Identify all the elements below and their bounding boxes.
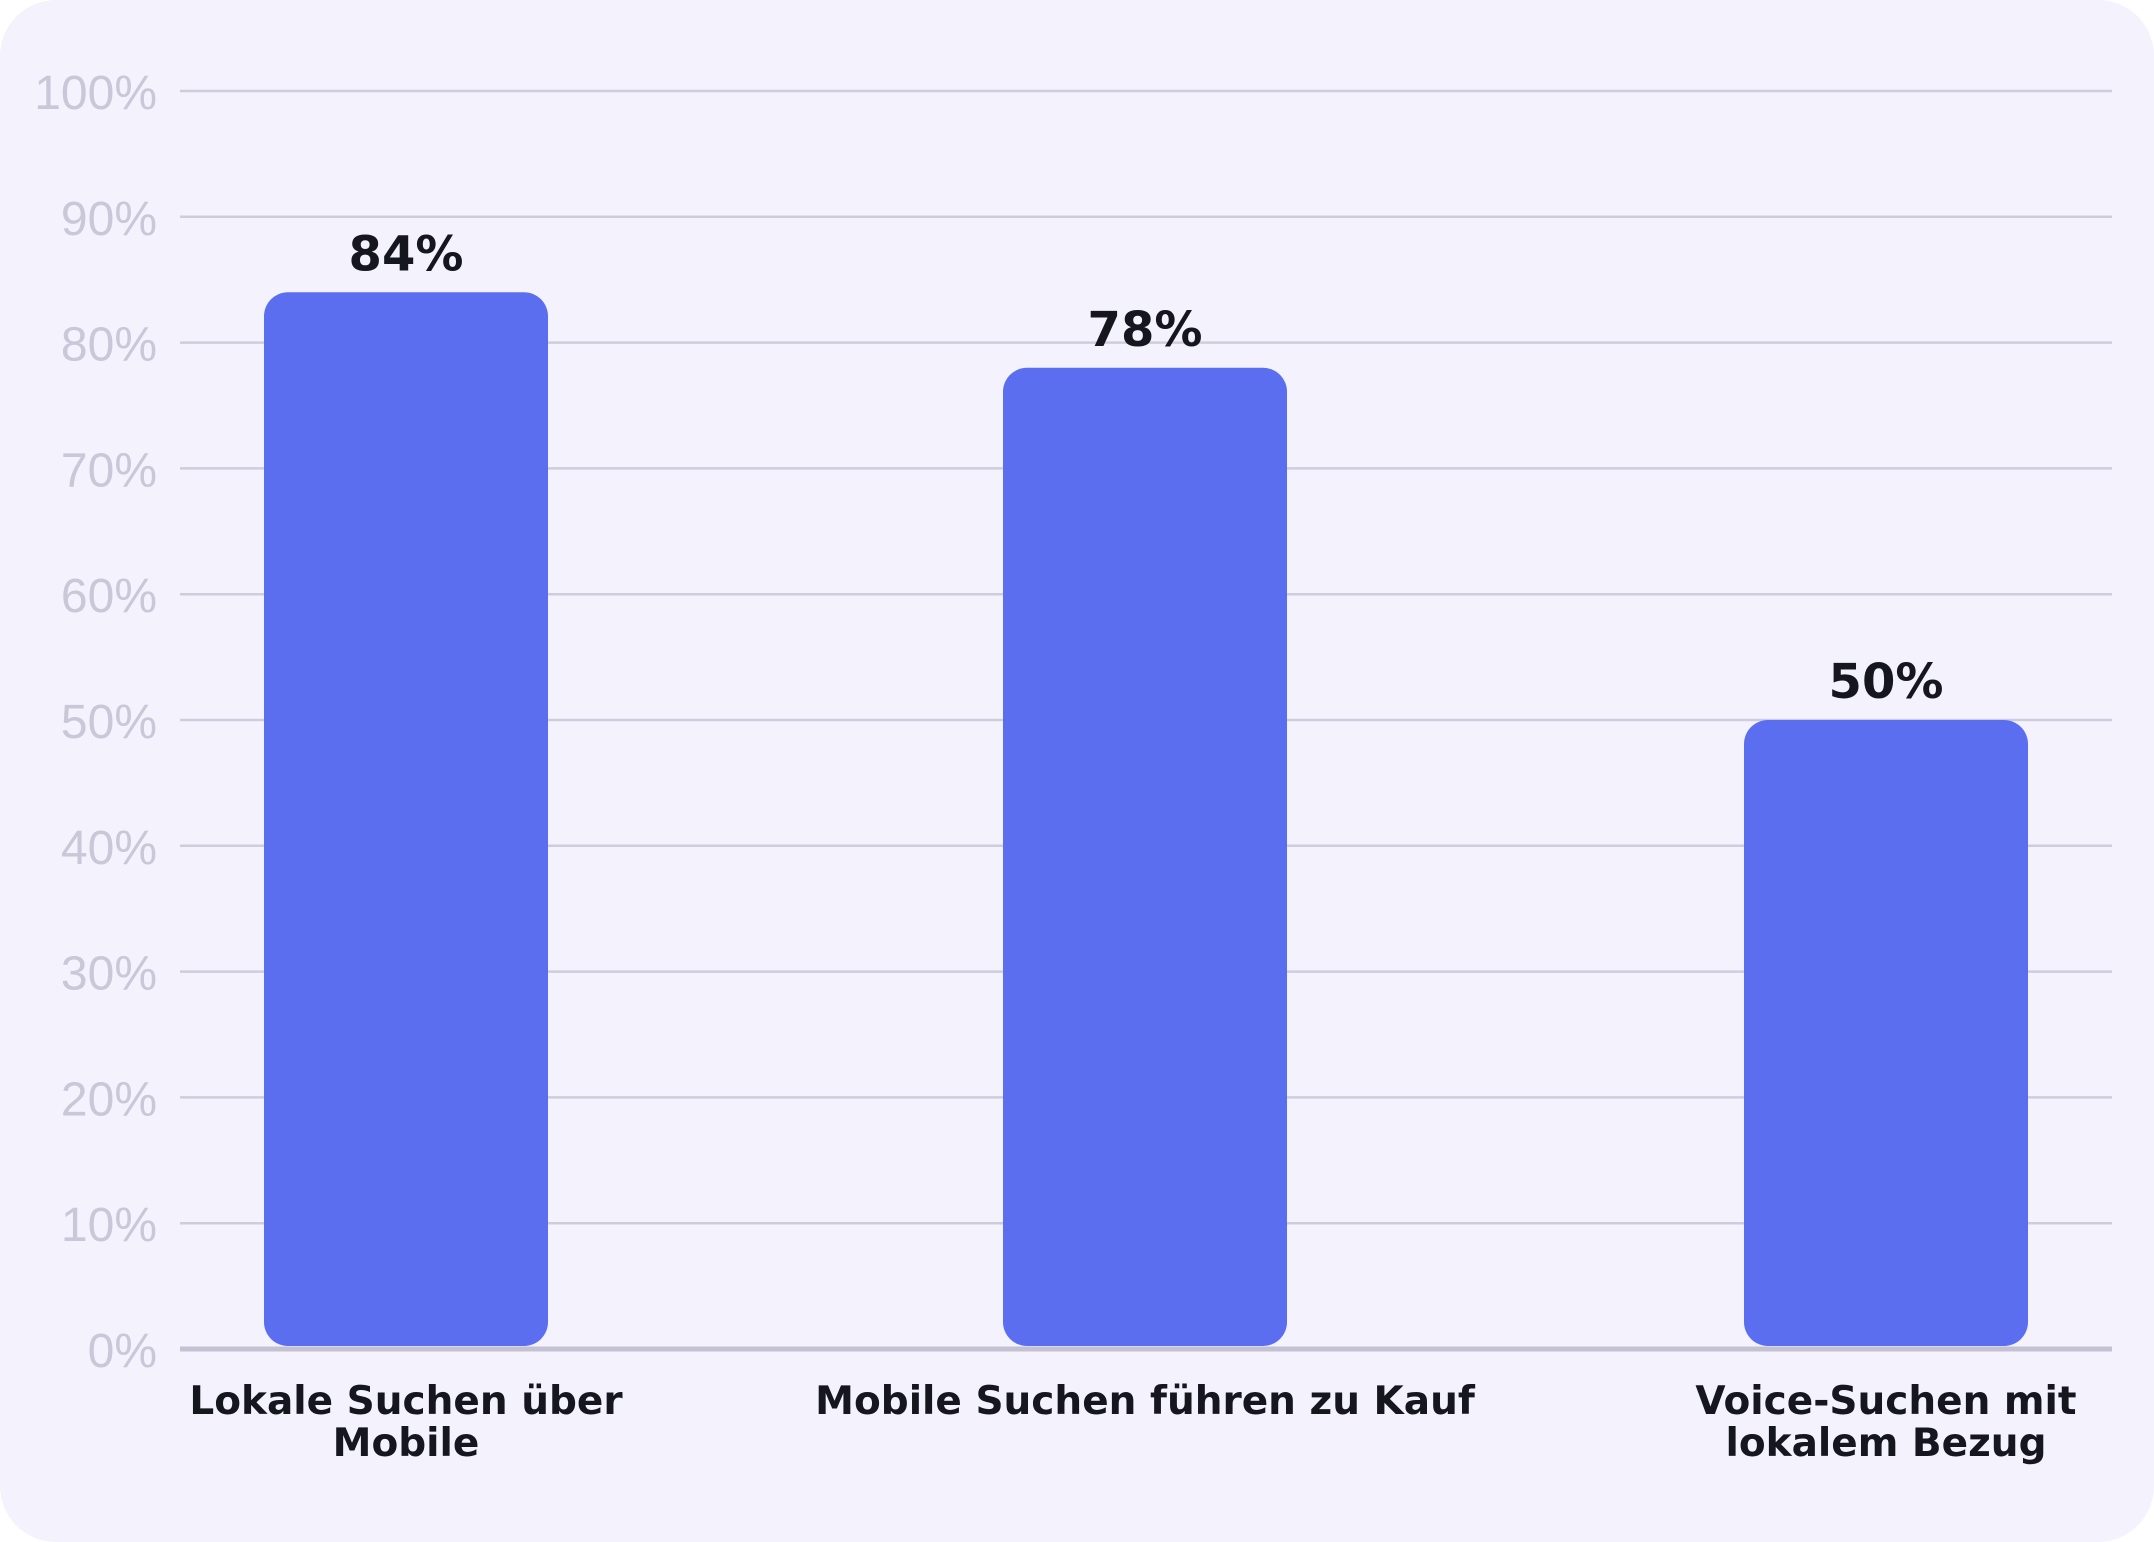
y-tick-label: 20% bbox=[61, 1073, 157, 1126]
y-tick-label: 0% bbox=[88, 1325, 157, 1378]
y-tick-label: 100% bbox=[34, 67, 157, 120]
bar-value-label: 78% bbox=[1088, 302, 1203, 358]
bar-value-label: 84% bbox=[349, 226, 464, 282]
y-tick-label: 60% bbox=[61, 570, 157, 623]
category-label: Voice-Suchen mit lokalem Bezug bbox=[1695, 1379, 2076, 1466]
y-tick-label: 80% bbox=[61, 319, 157, 372]
category-label-line: Mobile bbox=[333, 1421, 480, 1466]
category-label-line: lokalem Bezug bbox=[1725, 1421, 2046, 1466]
y-axis-tick-labels: 0% 10% 20% 30% 40% 50% 60% 70% 80% 90% 100% bbox=[34, 67, 157, 1378]
category-label-line: Voice-Suchen mit bbox=[1695, 1379, 2076, 1424]
bar-value-label: 50% bbox=[1829, 654, 1944, 710]
category-label: Mobile Suchen führen zu Kauf bbox=[815, 1379, 1476, 1424]
y-tick-label: 50% bbox=[61, 696, 157, 749]
bars bbox=[264, 292, 2028, 1346]
y-tick-label: 10% bbox=[61, 1199, 157, 1252]
y-tick-label: 90% bbox=[61, 193, 157, 246]
bar bbox=[1744, 720, 2028, 1346]
category-label-line: Lokale Suchen über bbox=[189, 1379, 623, 1424]
category-label-line: Mobile Suchen führen zu Kauf bbox=[815, 1379, 1476, 1424]
bar bbox=[264, 292, 548, 1346]
category-labels: Lokale Suchen über Mobile Mobile Suchen fü… bbox=[189, 1379, 2076, 1466]
category-label: Lokale Suchen über Mobile bbox=[189, 1379, 623, 1466]
y-tick-label: 70% bbox=[61, 444, 157, 497]
y-tick-label: 40% bbox=[61, 822, 157, 875]
bar-value-labels: 84% 78% 50% bbox=[349, 226, 1944, 710]
bar bbox=[1003, 367, 1287, 1346]
y-tick-label: 30% bbox=[61, 948, 157, 1001]
